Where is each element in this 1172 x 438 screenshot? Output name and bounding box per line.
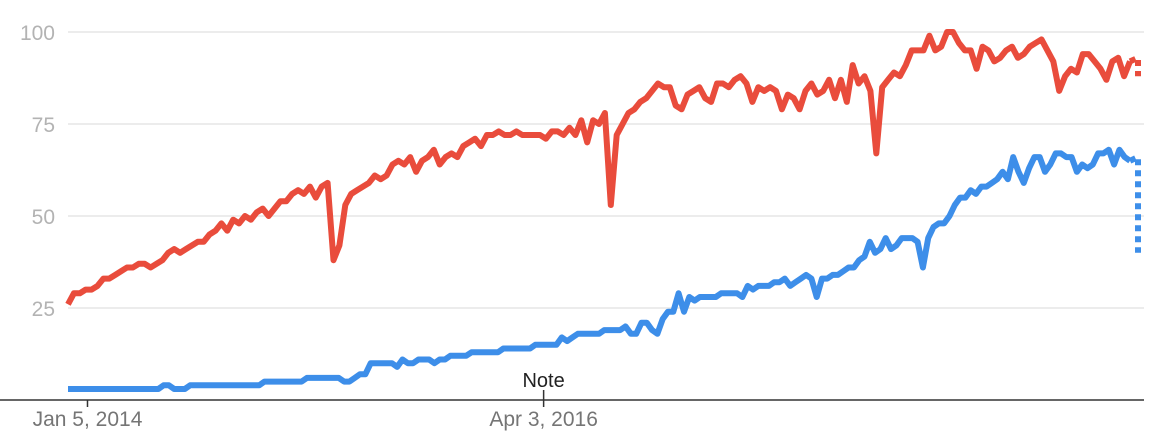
y-tick-label: 100 [20, 22, 55, 45]
y-axis-ticks: 25 50 75 100 [20, 22, 55, 321]
series-line-2 [68, 146, 1132, 392]
series-dotted-tail-1 [1128, 53, 1141, 77]
x-tick-label: Jan 5, 2014 [33, 408, 143, 431]
x-tick-label: Apr 3, 2016 [489, 408, 598, 431]
series-lines [65, 29, 1141, 392]
y-tick-label: 50 [32, 206, 55, 229]
annotations: Note [522, 370, 565, 400]
series-line-1 [65, 29, 1133, 306]
series-dotted-tail-2 [1128, 152, 1141, 253]
x-axis: Jan 5, 2014 Apr 3, 2016 [0, 399, 1144, 431]
y-tick-label: 75 [32, 114, 55, 137]
y-tick-label: 25 [32, 298, 55, 321]
note-label[interactable]: Note [522, 370, 564, 392]
